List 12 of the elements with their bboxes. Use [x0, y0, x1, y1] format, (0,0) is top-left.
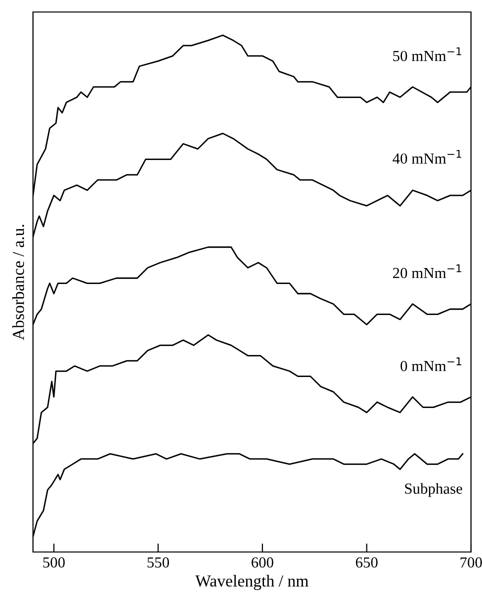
- x-tick-label: 600: [252, 557, 274, 568]
- x-axis-title: Wavelength / nm: [195, 574, 308, 590]
- series-label: Subphase: [405, 483, 462, 497]
- series-label: 40 mNm$^{−1}$: [392, 150, 462, 164]
- x-tick-label: 550: [148, 557, 170, 568]
- series-label: 0 mNm$^{−1}$: [400, 357, 462, 372]
- x-tick-label: 700: [460, 557, 482, 568]
- y-axis-title: Absorbance / a.u.: [12, 224, 24, 340]
- series-label: 20 mNm$^{−1}$: [393, 264, 462, 278]
- x-tick-label: 650: [356, 557, 378, 568]
- series-label: 50 mNm$^{−1}$: [393, 47, 462, 62]
- x-tick-label: 500: [43, 557, 65, 568]
